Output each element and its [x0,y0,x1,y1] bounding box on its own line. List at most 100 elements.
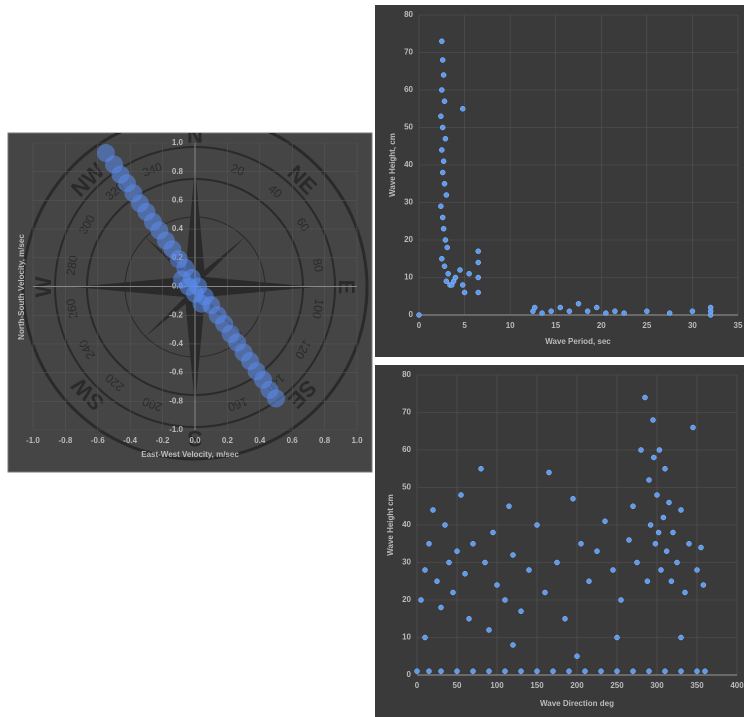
point [511,553,516,558]
x-tick-label: 200 [570,681,584,690]
point [611,568,616,573]
point [439,39,444,44]
compass-degree: 80 [310,258,326,274]
point [627,538,632,543]
point [519,609,524,614]
x-axis-title: East-West Velocity, m/sec [141,450,239,459]
point [479,466,484,471]
point [476,260,481,265]
point [444,279,449,284]
y-tick-label: -1.0 [169,425,183,434]
point [547,470,552,475]
point [679,669,684,674]
point [491,530,496,535]
point [441,73,446,78]
point [495,583,500,588]
x-tick-label: 0 [415,681,420,690]
y-tick-label: 1.0 [172,138,184,147]
point [651,418,656,423]
point [635,560,640,565]
point [438,204,443,209]
point [443,136,448,141]
point [443,523,448,528]
x-tick-label: 25 [642,321,651,330]
x-tick-label: 20 [597,321,606,330]
period-panel [375,5,744,357]
point [576,301,581,306]
point [667,311,672,316]
point [442,264,447,269]
x-tick-label: 5 [462,321,467,330]
point [435,579,440,584]
point [661,515,666,520]
point [708,305,713,310]
y-tick-label: 30 [404,198,413,207]
point [483,560,488,565]
point [687,541,692,546]
point [455,549,460,554]
point [440,170,445,175]
y-tick-label: 70 [404,48,413,57]
point [631,504,636,509]
point [603,519,608,524]
point [439,148,444,153]
y-tick-label: 0.6 [172,196,184,205]
point [444,193,449,198]
y-tick-label: 40 [402,520,411,529]
point [438,114,443,119]
point [543,590,548,595]
point [663,466,668,471]
point [440,58,445,63]
point [669,579,674,584]
point [551,669,556,674]
point [503,598,508,603]
point [440,215,445,220]
y-tick-label: -0.8 [169,396,183,405]
point [535,523,540,528]
point [463,571,468,576]
point [679,508,684,513]
point [439,88,444,93]
x-tick-label: 300 [650,681,664,690]
point [471,669,476,674]
point [451,590,456,595]
point [703,669,708,674]
point [467,271,472,276]
point [476,275,481,280]
x-tick-label: -0.2 [156,436,170,445]
point [471,541,476,546]
point [427,541,432,546]
x-tick-label: 0.4 [254,436,266,445]
point [648,523,653,528]
y-tick-label: 80 [404,10,413,19]
y-tick-label: 60 [402,445,411,454]
point [615,635,620,640]
x-tick-label: -1.0 [26,436,40,445]
x-tick-label: -0.4 [123,436,137,445]
point [583,669,588,674]
point [567,309,572,314]
point [439,256,444,261]
y-tick-label: 70 [402,408,411,417]
point [645,579,650,584]
point [615,669,620,674]
point [458,268,463,273]
point [423,568,428,573]
point [619,598,624,603]
point [511,643,516,648]
y-axis-title: North-South Velocity, m/sec [17,234,26,340]
y-tick-label: -0.6 [169,368,183,377]
point [663,669,668,674]
x-tick-label: 0.0 [189,436,201,445]
point [442,99,447,104]
point [655,493,660,498]
point [467,616,472,621]
point [507,504,512,509]
point [579,541,584,546]
point [519,669,524,674]
point [595,549,600,554]
y-tick-label: 20 [404,235,413,244]
point [699,545,704,550]
point [192,295,210,313]
x-tick-label: 50 [453,681,462,690]
